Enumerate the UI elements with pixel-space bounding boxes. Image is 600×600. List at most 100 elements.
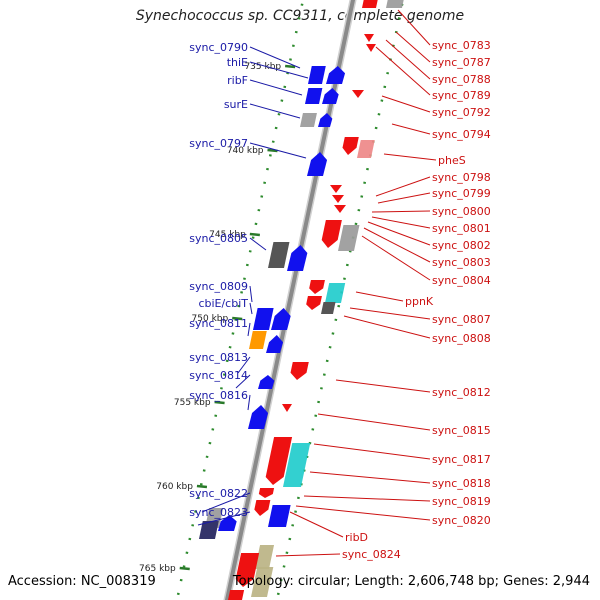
kbp-tick-label: 740 kbp xyxy=(227,146,264,156)
gene-arrow xyxy=(322,88,339,104)
leader-line-left xyxy=(249,61,309,79)
gene-label-right: sync_0817 xyxy=(432,453,491,466)
gene-label-left: sync_0790 xyxy=(189,41,248,54)
gene-arrow xyxy=(326,66,346,84)
kbp-tick-label: 735 kbp xyxy=(244,62,281,72)
gene-label-right: sync_0800 xyxy=(432,205,491,218)
kbp-tick-mark xyxy=(249,232,260,237)
gene-arrow xyxy=(218,515,237,531)
leader-line-left xyxy=(249,103,301,119)
leader-line-right xyxy=(309,471,431,484)
gene-label-right: sync_0820 xyxy=(432,514,491,527)
gene-label-right: sync_0808 xyxy=(432,332,491,345)
gene-label-right: sync_0799 xyxy=(432,187,491,200)
gene-arrow xyxy=(318,113,333,127)
leader-line-right xyxy=(313,443,431,460)
gene-label-right: ppnK xyxy=(405,295,434,308)
gene-arrow xyxy=(307,152,328,176)
leader-line-right xyxy=(317,413,431,431)
gene-arrow xyxy=(268,505,291,527)
gene-arrow xyxy=(342,137,359,155)
gene-arrow xyxy=(366,44,376,52)
leader-line-left xyxy=(249,237,267,251)
leader-line-left xyxy=(249,285,253,303)
leader-line-right xyxy=(371,210,431,213)
leader-line-right xyxy=(397,9,431,46)
kbp-tick-mark xyxy=(285,64,296,69)
leader-line-right xyxy=(367,221,431,246)
gene-label-left: sync_0814 xyxy=(189,369,248,382)
kbp-tick-label: 750 kbp xyxy=(192,314,229,324)
leader-line-left xyxy=(247,322,251,337)
gene-label-right: sync_0818 xyxy=(432,477,491,490)
gene-arrow xyxy=(254,500,271,516)
kbp-tick-mark xyxy=(232,316,243,321)
gene-label-left: sync_0813 xyxy=(189,351,248,364)
gene-label-right: sync_0807 xyxy=(432,313,491,326)
kbp-tick-label: 765 kbp xyxy=(139,564,176,574)
leader-line-left xyxy=(249,79,303,96)
gene-arrow xyxy=(334,205,346,213)
kbp-tick-label: 760 kbp xyxy=(156,482,193,492)
kbp-tick-mark xyxy=(267,148,278,153)
leader-line-right xyxy=(355,291,404,302)
genome-title: Synechococcus sp. CC9311, complete genom… xyxy=(135,8,465,24)
leader-line-left xyxy=(249,142,307,159)
leader-line-left xyxy=(247,394,251,411)
gene-arrow xyxy=(352,90,364,98)
gene-label-left: sync_0823 xyxy=(189,506,248,519)
gene-arrow xyxy=(300,113,317,127)
gene-arrow xyxy=(332,195,344,203)
leader-line-right xyxy=(395,31,431,63)
gene-label-left: ribF xyxy=(227,74,248,87)
leader-line-right xyxy=(363,227,431,263)
leader-line-right xyxy=(335,379,431,393)
leader-line-right xyxy=(383,153,437,161)
leader-line-left xyxy=(197,511,251,526)
leader-line-left xyxy=(237,356,251,374)
kbp-tick-mark xyxy=(196,484,208,489)
gene-arrow xyxy=(330,185,342,193)
gene-arrow xyxy=(265,437,293,485)
gene-arrow xyxy=(357,140,375,158)
gene-label-left: sync_0805 xyxy=(189,232,248,245)
leader-line-right xyxy=(375,46,431,96)
gene-arrow xyxy=(283,443,311,487)
gene-arrow xyxy=(255,545,275,569)
gene-label-right: ribD xyxy=(345,531,368,544)
gene-arrow xyxy=(249,331,267,349)
gene-arrow xyxy=(309,280,325,294)
gene-arrow xyxy=(362,0,378,8)
gene-arrow xyxy=(199,521,219,539)
gene-label-left: cbiE/cbiT xyxy=(198,297,248,310)
gene-label-left: surE xyxy=(224,98,248,111)
gene-arrow xyxy=(338,225,360,251)
gene-arrow xyxy=(321,302,336,314)
gene-arrow xyxy=(258,488,275,498)
leader-line-left xyxy=(249,46,301,69)
gene-label-left: thiE xyxy=(227,56,248,69)
gene-arrow xyxy=(268,242,290,268)
leader-line-left xyxy=(201,492,251,513)
gene-label-right: sync_0819 xyxy=(432,495,491,508)
gene-arrow xyxy=(364,34,374,42)
gene-arrow xyxy=(287,245,308,271)
gene-label-right: sync_0801 xyxy=(432,222,491,235)
gene-label-right: sync_0792 xyxy=(432,106,491,119)
leader-line-right xyxy=(381,95,431,113)
gene-arrow xyxy=(235,553,260,587)
gene-label-left: sync_0797 xyxy=(189,137,248,150)
gene-label-right: sync_0802 xyxy=(432,239,491,252)
leader-line-right xyxy=(275,553,341,557)
gene-arrow xyxy=(266,335,284,353)
gene-arrow xyxy=(290,362,309,380)
leader-line-right xyxy=(375,176,431,197)
gene-label-right: sync_0803 xyxy=(432,256,491,269)
leader-line-left xyxy=(235,374,251,389)
gene-label-right: sync_0804 xyxy=(432,274,491,287)
gene-arrow xyxy=(258,375,275,389)
kbp-tick-mark xyxy=(179,566,190,571)
gene-label-right: pheS xyxy=(438,154,466,167)
leader-line-right xyxy=(377,192,431,204)
